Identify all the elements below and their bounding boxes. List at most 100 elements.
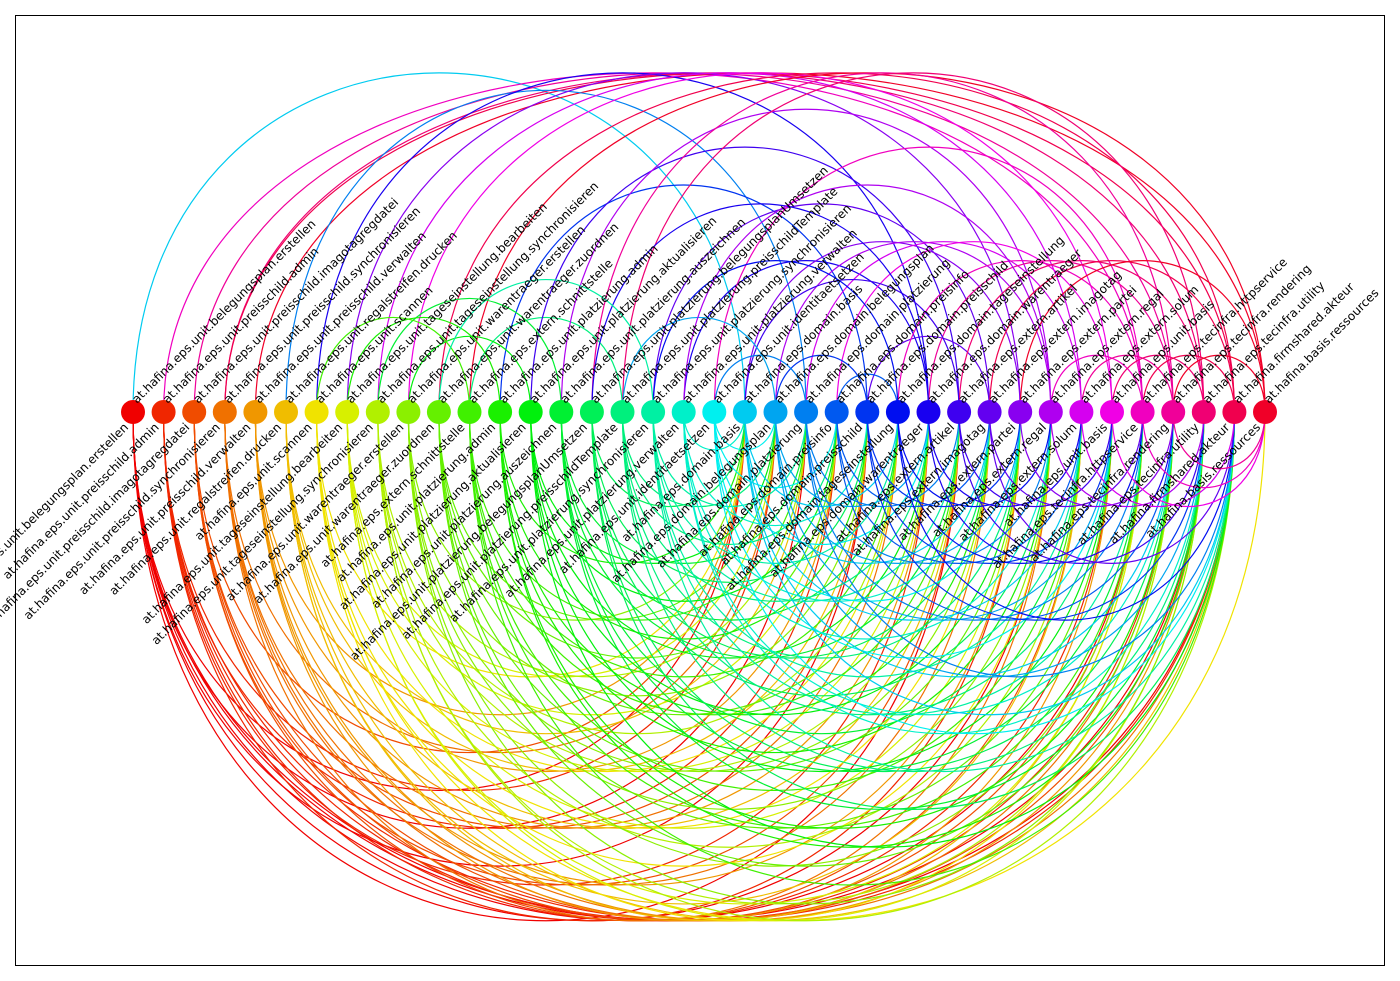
arc-upper: [530, 146, 960, 413]
arc-lower: [530, 411, 1113, 773]
arc-upper: [438, 72, 1235, 413]
node-marker: [732, 400, 757, 424]
arc-lower: [744, 411, 1235, 716]
arc-lower: [530, 411, 777, 564]
arc-lower: [438, 411, 1174, 867]
arc-lower: [285, 411, 807, 735]
node-marker: [212, 400, 237, 424]
lower-arcs: [132, 411, 1266, 922]
node-marker: [1222, 400, 1247, 424]
arc-lower: [591, 411, 991, 659]
arc-lower: [560, 411, 1082, 735]
arc-lower: [927, 411, 1174, 564]
arc-lower: [591, 411, 1235, 810]
arc-lower: [316, 411, 746, 678]
node-marker: [335, 400, 360, 424]
arc-lower: [407, 411, 991, 773]
arc-lower: [346, 411, 930, 773]
node-marker: [702, 400, 727, 424]
arc-lower: [897, 411, 1052, 507]
arc-upper: [713, 354, 807, 413]
arc-lower: [560, 411, 1144, 773]
arc-lower: [927, 411, 1082, 507]
arc-lower: [805, 411, 1144, 621]
arc-upper: [621, 72, 1205, 413]
arc-lower: [774, 411, 1205, 678]
node-marker: [947, 400, 972, 424]
arc-lower: [254, 411, 746, 716]
arc-lower: [377, 411, 1235, 922]
arc-lower: [621, 411, 777, 507]
arc-lower: [132, 411, 960, 922]
node-marker: [671, 400, 696, 424]
arc-lower: [621, 411, 838, 546]
arc-lower: [652, 411, 807, 507]
arc-lower: [774, 411, 1113, 621]
arc-lower: [499, 411, 868, 640]
arc-upper: [1142, 354, 1235, 413]
arc-lower: [683, 411, 1052, 640]
arc-upper: [407, 72, 1113, 413]
arc-lower: [193, 411, 868, 829]
arc-lower: [652, 411, 899, 564]
node-marker: [518, 400, 543, 424]
arc-lower: [1080, 411, 1235, 507]
plot-frame: [15, 15, 1385, 966]
node-marker: [121, 400, 145, 424]
node-marker: [1253, 400, 1277, 424]
arc-lower: [468, 411, 1235, 886]
node-marker: [182, 400, 207, 424]
arc-upper: [591, 203, 930, 413]
arc-lower: [958, 411, 1113, 507]
arc-lower: [621, 411, 1205, 773]
arc-lower: [866, 411, 1205, 621]
arc-lower: [652, 411, 960, 602]
arc-lower: [316, 411, 991, 829]
arc-lower: [377, 411, 960, 773]
node-marker: [1191, 400, 1216, 424]
arc-lower: [1142, 411, 1266, 489]
node-marker: [243, 400, 268, 424]
arc-upper: [1050, 354, 1144, 413]
arc-upper: [744, 278, 960, 413]
arc-lower: [499, 411, 1205, 848]
arc-lower: [407, 411, 1144, 867]
arc-lower: [285, 411, 960, 829]
arc-lower: [346, 411, 838, 716]
node-marker: [885, 400, 910, 424]
arc-lower: [621, 411, 930, 602]
arc-lower: [866, 411, 1113, 564]
arc-lower: [591, 411, 746, 507]
arc-lower: [713, 411, 777, 451]
node-marker: [610, 400, 635, 424]
node-marker: [1130, 400, 1155, 424]
arc-lower: [1111, 411, 1266, 507]
arc-upper: [774, 241, 1052, 413]
arc-lower: [468, 411, 960, 716]
node-marker: [763, 400, 788, 424]
arc-upper: [744, 241, 1021, 413]
arc-lower: [652, 411, 1235, 773]
arc-upper: [1172, 354, 1266, 413]
node-marker: [1161, 400, 1186, 424]
arc-upper: [560, 108, 1052, 413]
arc-lower: [591, 411, 868, 583]
arc-upper: [621, 317, 777, 413]
arc-upper: [652, 260, 899, 413]
arc-lower: [438, 411, 838, 659]
arc-lower: [836, 411, 1082, 564]
arc-lower: [897, 411, 1144, 564]
arc-upper: [989, 260, 1235, 413]
arc-lower: [652, 411, 1082, 678]
arc-lower: [805, 411, 1052, 564]
arc-lower: [591, 411, 1052, 697]
arc-lower: [621, 411, 1021, 659]
node-marker: [1038, 400, 1063, 424]
arc-lower: [989, 411, 1144, 507]
node-marker: [274, 400, 298, 424]
arc-upper: [591, 72, 1174, 413]
arc-lower: [713, 411, 930, 546]
nodes: [121, 400, 1277, 424]
arc-lower: [132, 411, 746, 791]
arc-lower: [468, 411, 1144, 829]
